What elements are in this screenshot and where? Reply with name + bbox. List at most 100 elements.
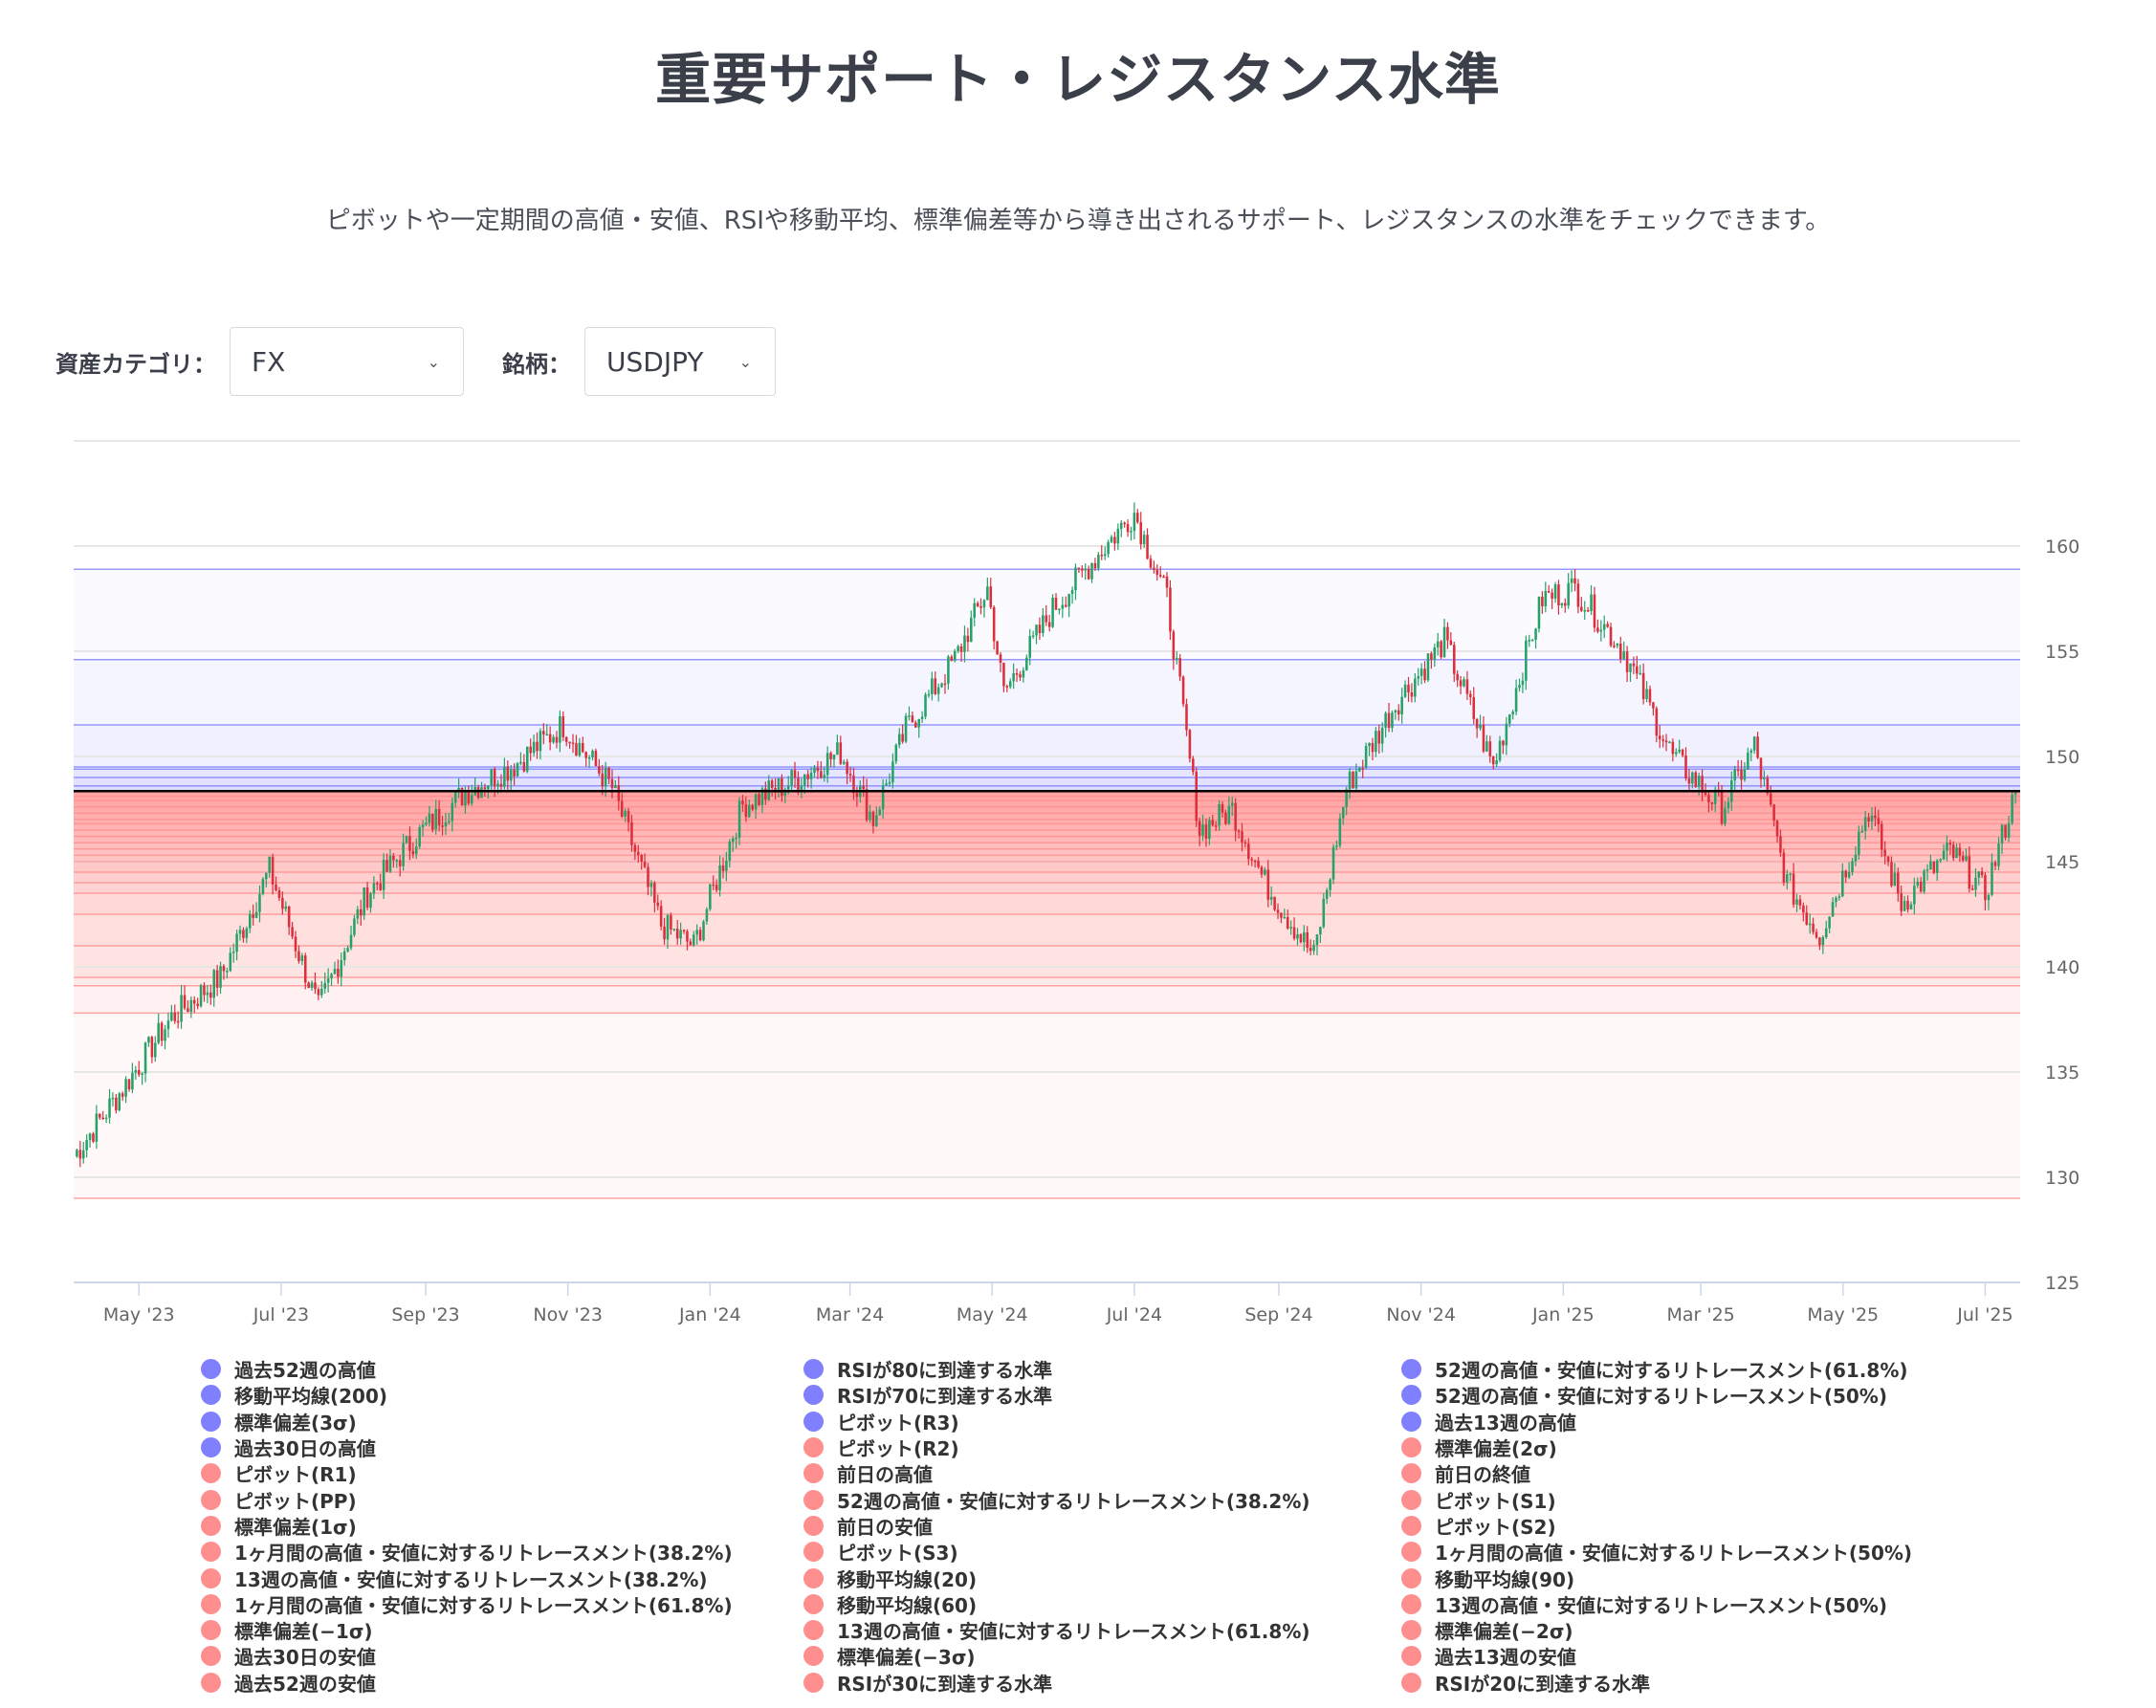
x-axis-tick-label: Sep '23 [391,1304,459,1325]
legend-item[interactable]: ピボット(S2) [1401,1513,2013,1539]
candle-body [405,836,408,843]
legend-item[interactable]: 過去13週の高値 [1401,1409,2013,1434]
candle-body [1707,795,1710,803]
legend-item[interactable]: 前日の安値 [803,1513,1401,1539]
legend-item[interactable]: 13週の高値・安値に対するリトレースメント(50%) [1401,1591,2013,1617]
legend-item[interactable]: 過去30日の高値 [201,1434,803,1460]
candle-body [1067,594,1070,607]
legend-item[interactable]: 標準偏差(−3σ) [803,1643,1401,1669]
legend-item[interactable]: 標準偏差(3σ) [201,1409,803,1434]
legend-item[interactable]: 1ヶ月間の高値・安値に対するリトレースメント(61.8%) [201,1591,803,1617]
candle-body [927,693,931,696]
candle-body [1671,741,1675,755]
legend-label: ピボット(R3) [837,1411,959,1434]
candle-body [797,777,800,791]
candle-body [973,602,976,618]
candle-body [382,860,385,890]
candle-body [1867,817,1870,821]
candle-body [2007,822,2011,839]
candle-body [81,1150,85,1159]
legend-item[interactable]: 移動平均線(20) [803,1565,1401,1591]
price-chart[interactable]: 125 130 135 140 145 150 155 160 May '23 Jul '23 Se… [0,435,2156,1344]
legend-item[interactable]: 過去30日の安値 [201,1643,803,1669]
candle-body [111,1097,115,1100]
candle-body [1664,740,1668,743]
legend-item[interactable]: RSIが80に到達する水準 [803,1356,1401,1382]
legend-item[interactable]: 過去52週の高値 [201,1356,803,1382]
candle-body [2000,824,2004,844]
candle-body [1805,912,1809,925]
candle-body [388,855,392,872]
legend-label: ピボット(S1) [1435,1489,1556,1513]
candlestick-chart-svg[interactable]: 125 130 135 140 145 150 155 160 May '23 Jul '23 Se… [0,435,2156,1344]
candle-body [881,785,885,810]
candle-body [1606,624,1609,627]
candle-body [1948,843,1952,845]
candle-body [95,1113,99,1142]
candle-body [421,824,425,828]
candle-body [359,909,363,916]
candle-body [434,808,438,830]
legend-item[interactable]: 過去52週の安値 [201,1670,803,1696]
symbol-select[interactable]: USDJPY ⌄ [584,327,776,396]
asset-category-select[interactable]: FX ⌄ [230,327,464,396]
candle-body [1426,653,1430,681]
legend-item[interactable]: ピボット(PP) [201,1486,803,1513]
candle-body [1900,893,1903,911]
candle-body [852,776,855,794]
candle-body [561,716,565,737]
legend-item[interactable]: 前日の高値 [803,1460,1401,1486]
candle-body [385,860,388,872]
candle-body [1511,712,1514,715]
legend-item[interactable]: 52週の高値・安値に対するリトレースメント(50%) [1401,1382,2013,1408]
candle-body [741,800,744,805]
candle-body [813,767,816,774]
legend-item[interactable]: 52週の高値・安値に対するリトレースメント(38.2%) [803,1486,1401,1513]
legend-item[interactable]: 移動平均線(200) [201,1382,803,1408]
candle-body [1419,668,1423,676]
legend-item[interactable]: 1ヶ月間の高値・安値に対するリトレースメント(50%) [1401,1539,2013,1565]
legend-label: 13週の高値・安値に対するリトレースメント(61.8%) [837,1620,1310,1644]
candle-body [1743,769,1747,780]
candle-body [219,966,222,988]
legend-item[interactable]: ピボット(R3) [803,1409,1401,1434]
legend-item[interactable]: ピボット(R2) [803,1434,1401,1460]
candle-body [85,1139,88,1150]
candle-body [1586,609,1590,612]
legend-item[interactable]: 13週の高値・安値に対するリトレースメント(38.2%) [201,1565,803,1591]
candle-body [1977,871,1981,878]
legend-item[interactable]: RSIが30に到達する水準 [803,1670,1401,1696]
candle-body [1824,928,1828,938]
legend-item[interactable]: 標準偏差(−2σ) [1401,1617,2013,1643]
legend-item[interactable]: 移動平均線(60) [803,1591,1401,1617]
legend-item[interactable]: RSIが70に到達する水準 [803,1382,1401,1408]
candle-body [1292,927,1296,939]
legend-item[interactable]: 標準偏差(1σ) [201,1513,803,1539]
candle-body [1537,596,1541,629]
candle-body [104,1117,108,1120]
legend-item[interactable]: RSIが20に到達する水準 [1401,1670,2013,1696]
legend-item[interactable]: 標準偏差(2σ) [1401,1434,2013,1460]
legend-item[interactable]: 13週の高値・安値に対するリトレースメント(61.8%) [803,1617,1401,1643]
legend-item[interactable]: ピボット(S1) [1401,1486,2013,1513]
legend-marker-icon [1401,1463,1421,1484]
candle-body [1883,849,1886,857]
legend-item[interactable]: ピボット(S3) [803,1539,1401,1565]
legend-item[interactable]: 過去13週の安値 [1401,1643,2013,1669]
candle-body [1691,772,1694,784]
legend-item[interactable]: 移動平均線(90) [1401,1565,2013,1591]
legend-item[interactable]: ピボット(R1) [201,1460,803,1486]
legend-item[interactable]: 52週の高値・安値に対するリトレースメント(61.8%) [1401,1356,2013,1382]
candle-body [448,821,451,823]
candle-body [709,884,712,909]
legend-item[interactable]: 前日の終値 [1401,1460,2013,1486]
legend-item[interactable]: 1ヶ月間の高値・安値に対するリトレースメント(38.2%) [201,1539,803,1565]
x-axis-tick-label: Nov '24 [1386,1304,1456,1325]
legend-marker-icon [1401,1646,1421,1667]
candle-body [1325,889,1329,899]
candle-body [1970,888,1974,890]
legend-item[interactable]: 標準偏差(−1σ) [201,1617,803,1643]
candle-body [966,635,970,643]
candle-body [1289,927,1292,929]
candle-body [1684,755,1687,779]
